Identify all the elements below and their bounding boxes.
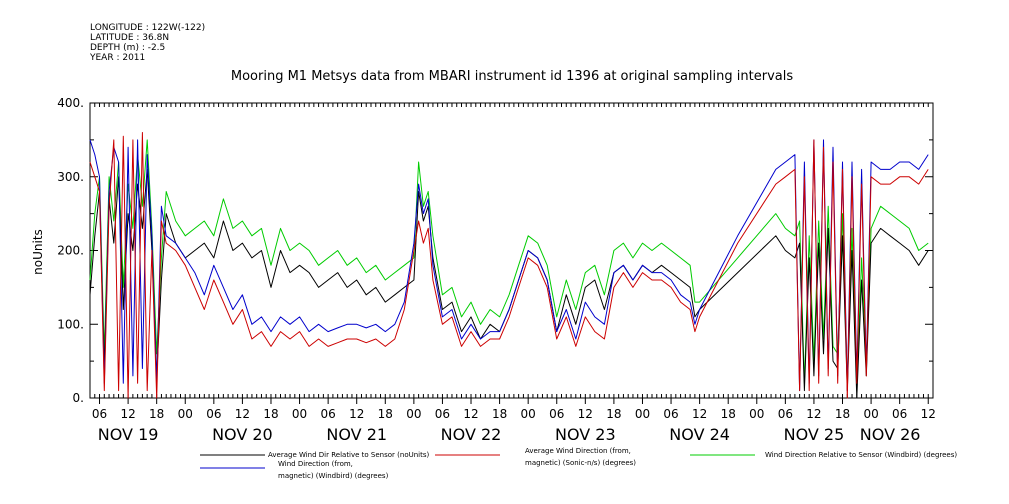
legend-label-3: Wind Direction (from, <box>278 460 353 468</box>
x-tick-label: 18 <box>378 407 393 421</box>
x-day-label: NOV 21 <box>326 425 387 444</box>
legend-label-0: Average Wind Dir Relative to Sensor (noU… <box>268 451 429 459</box>
year-label: YEAR : 2011 <box>89 53 145 63</box>
x-tick-label: 18 <box>835 407 850 421</box>
legend: Average Wind Dir Relative to Sensor (noU… <box>200 447 957 480</box>
depth-label: DEPTH (m) : -2.5 <box>90 43 165 53</box>
x-tick-label: 18 <box>492 407 507 421</box>
longitude-label: LONGITUDE : 122W(-122) <box>90 23 205 33</box>
x-tick-label: 00 <box>749 407 764 421</box>
y-axis-label: noUnits <box>31 229 45 275</box>
x-tick-label: 12 <box>806 407 821 421</box>
x-day-label: NOV 20 <box>212 425 273 444</box>
y-tick-label: 200. <box>57 244 84 258</box>
chart-title: Mooring M1 Metsys data from MBARI instru… <box>231 69 793 84</box>
y-tick-label: 300. <box>57 170 84 184</box>
x-tick-label: 12 <box>349 407 364 421</box>
series-line-2 <box>89 139 929 392</box>
x-tick-label: 12 <box>463 407 478 421</box>
x-tick-label: 12 <box>921 407 936 421</box>
x-tick-label: 18 <box>263 407 278 421</box>
x-tick-label: 12 <box>120 407 135 421</box>
x-tick-label: 06 <box>663 407 678 421</box>
x-tick-label: 06 <box>92 407 107 421</box>
legend-label-1: magnetic) (Sonic-n/s) (degrees) <box>525 459 636 467</box>
x-tick-label: 06 <box>435 407 450 421</box>
x-tick-label: 12 <box>692 407 707 421</box>
x-tick-label: 06 <box>778 407 793 421</box>
x-day-label: NOV 24 <box>669 425 730 444</box>
x-tick-label: 00 <box>406 407 421 421</box>
y-tick-label: 100. <box>57 317 84 331</box>
x-tick-label: 18 <box>606 407 621 421</box>
axis-ticks <box>89 102 934 404</box>
y-tick-label: 400. <box>57 96 84 110</box>
y-tick-label: 0. <box>73 391 84 405</box>
x-day-label: NOV 19 <box>98 425 159 444</box>
x-tick-label: 18 <box>721 407 736 421</box>
x-day-label: NOV 23 <box>555 425 616 444</box>
x-day-label: NOV 26 <box>860 425 921 444</box>
x-tick-label: 12 <box>235 407 250 421</box>
legend-label-2: Wind Direction Relative to Sensor (Windb… <box>765 451 957 459</box>
x-day-label: NOV 25 <box>784 425 845 444</box>
x-tick-label: 18 <box>149 407 164 421</box>
x-tick-label: 06 <box>892 407 907 421</box>
x-tick-label: 06 <box>320 407 335 421</box>
x-tick-label: 00 <box>292 407 307 421</box>
series-line-0 <box>89 168 929 399</box>
tick-labels: 06 12 18 00 06 12 18 00 06 12 18 00 06 12 18 00 06 12 18 00… <box>57 96 936 444</box>
legend-label-1: Average Wind Direction (from, <box>525 447 631 455</box>
x-tick-label: 00 <box>863 407 878 421</box>
x-tick-label: 00 <box>178 407 193 421</box>
series-layer <box>89 132 929 399</box>
x-day-label: NOV 22 <box>441 425 502 444</box>
series-line-1 <box>89 132 929 399</box>
x-tick-label: 12 <box>578 407 593 421</box>
x-tick-label: 06 <box>549 407 564 421</box>
latitude-label: LATITUDE : 36.8N <box>90 33 169 43</box>
legend-label-3: magnetic) (Windbird) (degrees) <box>278 472 389 480</box>
x-tick-label: 00 <box>521 407 536 421</box>
x-tick-label: 06 <box>206 407 221 421</box>
x-tick-label: 00 <box>635 407 650 421</box>
